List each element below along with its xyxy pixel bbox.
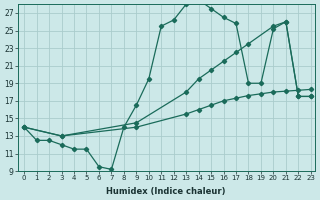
X-axis label: Humidex (Indice chaleur): Humidex (Indice chaleur) — [107, 187, 226, 196]
